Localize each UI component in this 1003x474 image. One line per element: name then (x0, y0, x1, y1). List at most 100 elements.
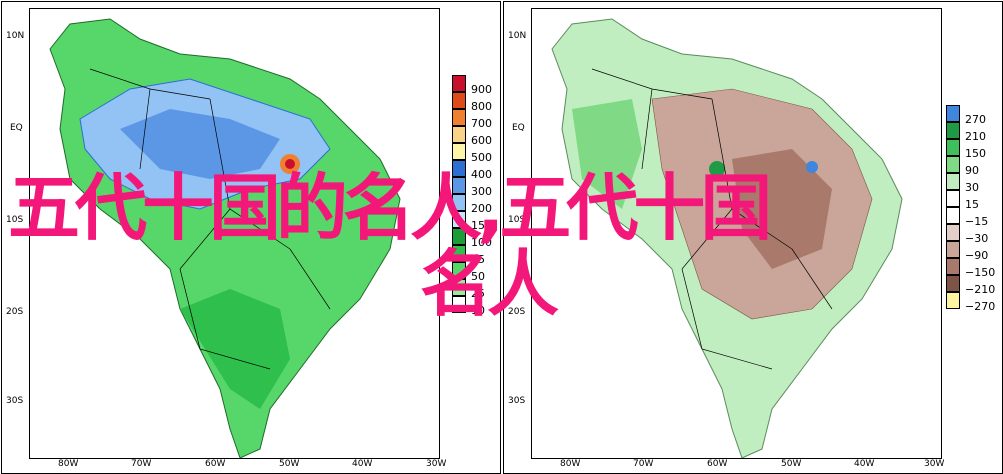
lon-label: 70W (131, 459, 152, 469)
lon-label: 70W (633, 459, 654, 469)
legend-label: −210 (965, 283, 996, 296)
legend-swatch (946, 207, 960, 224)
legend-entry: 270 (946, 105, 1003, 126)
legend-entry: 10 (452, 296, 532, 317)
core-region (120, 109, 280, 179)
legend-swatch (946, 258, 960, 275)
overlay-title-line1: 五代十国的名人,五代十国 (8, 166, 772, 250)
legend-entry: 50 (452, 262, 532, 283)
legend-label: 300 (471, 185, 492, 198)
lon-label: 80W (58, 459, 79, 469)
legend-entry: 900 (452, 75, 532, 96)
legend-label: 400 (471, 168, 492, 181)
legend-entry: −30 (946, 224, 1003, 245)
legend-entry: −90 (946, 241, 1003, 262)
lon-label: 50W (279, 459, 300, 469)
legend-entry: 150 (946, 139, 1003, 160)
legend-swatch (452, 228, 466, 245)
legend-swatch (452, 177, 466, 194)
legend-swatch (452, 296, 466, 313)
lon-label: 60W (205, 459, 226, 469)
legend-entry: 75 (452, 245, 532, 266)
borders (89, 68, 331, 370)
lat-label: 10N (508, 31, 527, 41)
legend-entry: 30 (946, 173, 1003, 194)
legend-swatch (946, 105, 960, 122)
anomaly-map-panel: 10N EQ 10S 20S 30S 80W 70W 60W 50W 40W 3… (503, 1, 1003, 474)
legend-label: 800 (471, 100, 492, 113)
legend-entry: −150 (946, 258, 1003, 279)
legend-swatch (452, 143, 466, 160)
legend-label: 30 (965, 181, 979, 194)
precip-map-panel: 10N EQ 10S 20S 30S 80W 70W 60W 50W 40W 3… (1, 1, 501, 474)
lon-label: 40W (352, 459, 373, 469)
legend-label: 100 (471, 236, 492, 249)
legend-entry: 500 (452, 143, 532, 164)
anomaly-map (531, 8, 942, 459)
legend-entry: −210 (946, 275, 1003, 296)
legend-entry: −270 (946, 292, 1003, 313)
legend-entry: 600 (452, 126, 532, 147)
legend-swatch (452, 211, 466, 228)
overlay-title-line2: 名人 (420, 242, 559, 326)
lat-label: 20S (508, 307, 526, 317)
lon-label: 30W (924, 459, 945, 469)
legend-swatch (452, 262, 466, 279)
legend-swatch (946, 173, 960, 190)
lat-label: 10S (6, 215, 24, 225)
anomaly-map-graphic (551, 18, 903, 458)
legend-swatch (452, 194, 466, 211)
legend-label: 900 (471, 83, 492, 96)
legend-label: 15 (965, 198, 979, 211)
legend-entry: 90 (946, 156, 1003, 177)
legend-label: −90 (965, 249, 989, 262)
dark-green-band (180, 289, 290, 409)
precip-map (29, 8, 440, 459)
wet-spot-core (806, 161, 818, 173)
legend-label: 50 (471, 270, 485, 283)
legend-entry: 700 (452, 109, 532, 130)
legend-swatch (946, 224, 960, 241)
legend-label: 10 (471, 304, 485, 317)
legend-entry: 400 (452, 160, 532, 181)
legend-swatch (946, 275, 960, 292)
legend-swatch (946, 190, 960, 207)
lon-label: 40W (854, 459, 875, 469)
legend-entry: 25 (452, 279, 532, 300)
legend-label: 150 (471, 219, 492, 232)
legend-swatch (452, 92, 466, 109)
legend-entry: 100 (452, 228, 532, 249)
legend-label: −270 (965, 300, 996, 313)
lon-label: 50W (781, 459, 802, 469)
legend-label: 75 (471, 253, 485, 266)
lon-label: 80W (560, 459, 581, 469)
legend-swatch (452, 75, 466, 92)
lat-label: 20S (6, 307, 24, 317)
very-dry-core (732, 149, 832, 269)
legend-label: 200 (471, 202, 492, 215)
legend-swatch (452, 245, 466, 262)
precip-legend: 900 800 700 600 500 400 300 200 150 100 75 50 25 10 (452, 75, 532, 317)
lat-label: 30S (6, 396, 24, 406)
legend-label: 25 (471, 287, 485, 300)
legend-label: −150 (965, 266, 996, 279)
legend-swatch (946, 139, 960, 156)
legend-entry: 210 (946, 122, 1003, 143)
legend-entry: 15 (946, 190, 1003, 211)
legend-entry: 150 (452, 211, 532, 232)
wet-belt (572, 99, 642, 209)
legend-swatch (946, 241, 960, 258)
legend-swatch (946, 292, 960, 309)
legend-entry: 300 (452, 177, 532, 198)
legend-label: 150 (965, 147, 986, 160)
lat-label: 10N (6, 31, 25, 41)
borders (591, 68, 833, 370)
legend-swatch (452, 126, 466, 143)
lat-label: 30S (508, 396, 526, 406)
lon-label: 60W (707, 459, 728, 469)
legend-swatch (946, 156, 960, 173)
legend-label: 500 (471, 151, 492, 164)
wet-spot (709, 161, 725, 177)
anomaly-legend: 270 210 150 90 30 15 −15 −30 −90 −150 −210 −270 (946, 105, 1003, 313)
precip-map-graphic (49, 18, 401, 458)
